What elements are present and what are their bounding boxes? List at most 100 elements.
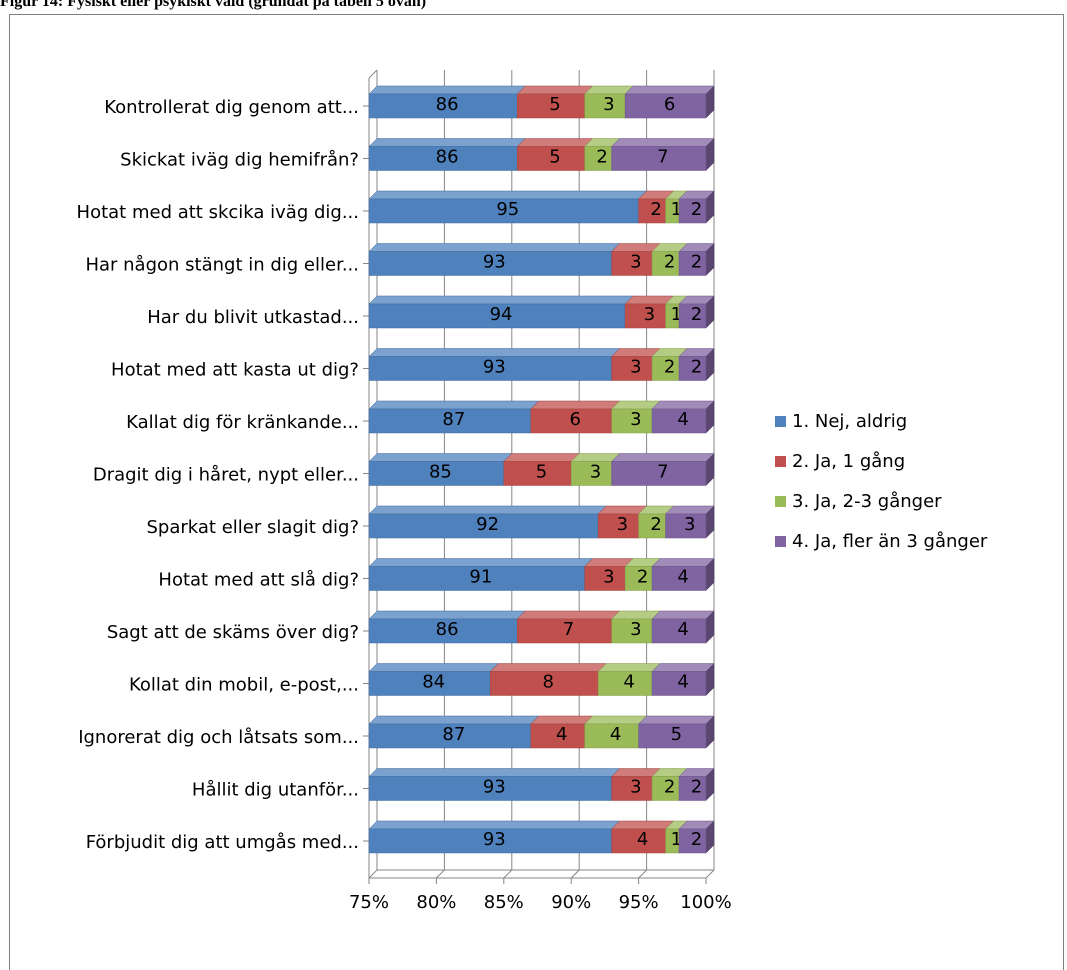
bar-top-face: [651, 558, 715, 567]
bar-value-label: 2: [637, 567, 648, 588]
bar-value-label: 3: [630, 357, 641, 378]
bar-front-face: [368, 146, 518, 171]
bar-top-face: [503, 453, 580, 462]
bar-front-face: [665, 513, 707, 539]
bar-segment: 2: [678, 295, 715, 329]
bar-top-face: [368, 663, 499, 672]
bar-segment: 85: [368, 453, 513, 486]
bar-segment: 2: [651, 768, 688, 801]
category-label: Dragit dig i håret, nypt eller...: [93, 465, 359, 486]
bar-value-label: 2: [691, 252, 702, 273]
bar-top-face: [368, 820, 621, 830]
bar-front-face: [368, 566, 585, 591]
bar-segment: 6: [530, 400, 621, 434]
bar-segment: 1: [664, 190, 688, 224]
bar-value-label: 91: [469, 567, 492, 588]
bar-segment: 5: [516, 85, 594, 119]
bar-value-label: 2: [691, 777, 702, 798]
bar-top-face: [611, 768, 661, 777]
bar-segment: 2: [678, 820, 715, 854]
bar-segment: 3: [611, 768, 661, 801]
bar-top-face: [624, 295, 675, 305]
bar-top-face: [368, 610, 526, 620]
bar-front-face: [517, 93, 585, 119]
bar-front-face: [530, 723, 585, 749]
legend-swatch: [775, 496, 786, 507]
bar-segment: 4: [651, 557, 715, 592]
bar-front-face: [678, 198, 707, 224]
bar-segment: 4: [651, 662, 715, 697]
bar-segment: 84: [368, 663, 499, 696]
bar-value-label: 93: [483, 777, 506, 798]
x-tick-label: 75%: [349, 892, 389, 913]
bar-front-face: [584, 146, 612, 171]
bar-front-face: [678, 828, 707, 854]
bar-front-face: [611, 618, 653, 644]
bar-segment: 3: [611, 400, 661, 434]
bar-value-label: 1: [671, 829, 682, 850]
bar-top-face: [368, 768, 621, 777]
bar-value-label: 3: [630, 409, 641, 430]
bar-segment: 92: [368, 505, 607, 539]
bar-front-face: [368, 198, 639, 224]
bar-value-label: 4: [677, 567, 688, 588]
bar-front-face: [611, 356, 653, 381]
bar-value-label: 92: [476, 514, 499, 535]
bar-front-face: [597, 671, 653, 696]
bar-segment: 7: [611, 137, 715, 172]
bar-top-face: [368, 243, 621, 252]
bar-segment: 2: [651, 243, 688, 276]
bar-top-face: [584, 85, 634, 95]
bar-value-label: 6: [569, 409, 580, 430]
legend: 1. Nej, aldrig 2. Ja, 1 gång 3. Ja, 2-3 gå…: [775, 411, 988, 552]
category-label: Sagt att de skäms över dig?: [107, 622, 359, 643]
bar-segment: 93: [368, 820, 621, 854]
bar-front-face: [368, 251, 612, 276]
bar-front-face: [368, 93, 518, 119]
bar-segment: 94: [368, 295, 634, 329]
bar-value-label: 3: [603, 567, 614, 588]
bar-value-label: 1: [671, 199, 682, 220]
bar-front-face: [368, 618, 518, 644]
bar-front-face: [611, 461, 707, 486]
bar-front-face: [368, 461, 505, 486]
bar-top-face: [368, 400, 540, 410]
bar-top-face: [651, 610, 715, 620]
bar-front-face: [678, 776, 707, 801]
bar-value-label: 93: [483, 829, 506, 850]
bar-value-label: 94: [490, 304, 513, 325]
bar-segment: 91: [368, 558, 594, 591]
bar-value-label: 8: [543, 672, 554, 693]
legend-label: 1. Nej, aldrig: [792, 411, 907, 432]
category-label: Skickat iväg dig hemifrån?: [120, 150, 359, 171]
floor-depth-line: [638, 869, 647, 879]
bar-value-label: 2: [691, 304, 702, 325]
legend-label: 2. Ja, 1 gång: [792, 451, 905, 472]
bar-front-face: [678, 251, 707, 276]
floor-depth-line: [436, 869, 445, 879]
chart-frame: [9, 14, 1064, 970]
bar-segment: 3: [611, 610, 661, 644]
bar-segment: 2: [637, 505, 675, 539]
bar-value-label: 3: [644, 304, 655, 325]
bar-top-face: [624, 85, 715, 95]
bars-layer: 86 5 3 686 5 2 795 2 1 293 3 2 294 3 1 293 3 2 287 6 3 485 5 3 7…: [368, 85, 715, 854]
bar-front-face: [651, 251, 680, 276]
bar-value-label: 86: [436, 94, 459, 115]
bar-segment: 86: [368, 610, 526, 644]
bar-segment: 86: [368, 138, 526, 171]
legend-item: 4. Ja, fler än 3 gånger: [775, 531, 988, 552]
floor-depth-line: [368, 869, 378, 879]
bar-front-face: [624, 566, 653, 591]
bar-front-face: [638, 723, 707, 749]
bar-value-label: 86: [436, 147, 459, 168]
bar-segment: 5: [516, 138, 594, 171]
bar-front-face: [368, 408, 532, 434]
bar-segment: 3: [570, 453, 621, 486]
legend-item: 3. Ja, 2-3 gånger: [775, 491, 942, 512]
bar-value-label: 2: [650, 514, 661, 535]
bar-segment: 3: [624, 295, 675, 329]
bar-segment: 2: [584, 138, 621, 171]
bar-front-face: [517, 618, 612, 644]
bar-segment: 2: [678, 347, 715, 382]
